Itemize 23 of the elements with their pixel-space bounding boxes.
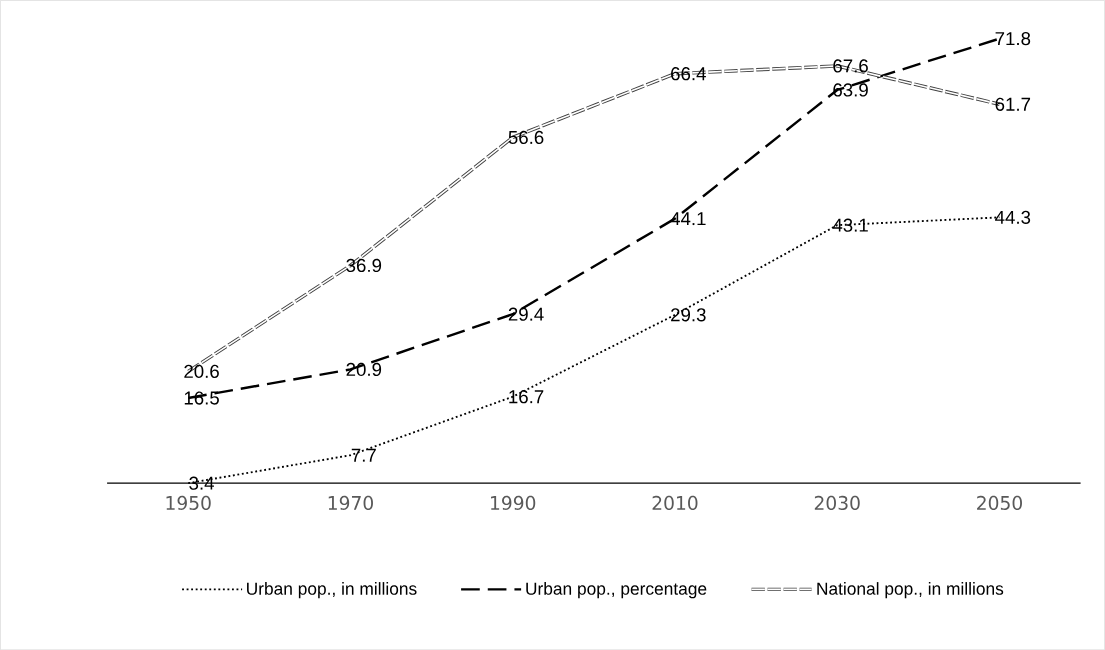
data-label: 43.1	[832, 218, 868, 232]
x-tick-label: 2050	[977, 495, 1022, 510]
data-label: 44.1	[670, 212, 706, 225]
x-tick-label: 2030	[814, 495, 860, 510]
data-label: 36.9	[346, 258, 382, 272]
data-label: 16.7	[509, 389, 544, 404]
data-label: 7.7	[351, 448, 376, 462]
data-label: 56.6	[508, 130, 544, 144]
data-label: 71.8	[995, 31, 1031, 46]
data-label: 61.7	[995, 97, 1031, 111]
legend-label: Urban pop., in millions	[247, 581, 417, 599]
data-label: 29.4	[508, 307, 544, 321]
x-tick-label: 1970	[328, 495, 373, 510]
legend-label: National pop., in millions	[817, 581, 1004, 599]
x-tick-label: 1990	[491, 495, 536, 510]
data-label: 29.3	[671, 308, 706, 322]
data-label: 20.6	[184, 364, 219, 378]
data-label: 20.9	[346, 362, 382, 376]
data-label: 44.3	[995, 210, 1031, 224]
legend-label: Urban pop., percentage	[526, 581, 707, 599]
x-tick-label: 2010	[652, 495, 698, 510]
data-label: 67.6	[833, 59, 868, 73]
x-tick-label: 1950	[166, 495, 211, 510]
